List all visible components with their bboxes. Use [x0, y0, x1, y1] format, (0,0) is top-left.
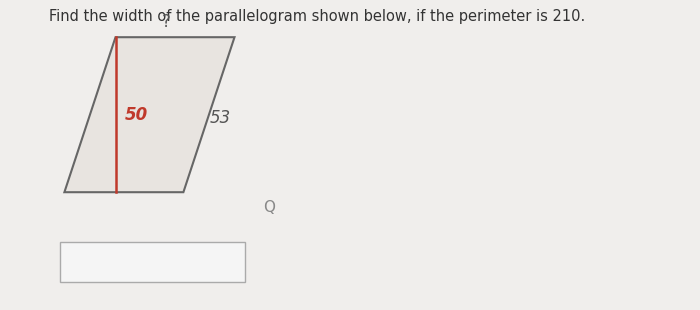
Text: 53: 53 [210, 109, 231, 127]
Text: ?: ? [162, 13, 171, 31]
Text: 50: 50 [125, 106, 148, 124]
Text: Find the width of the parallelogram shown below, if the perimeter is 210.: Find the width of the parallelogram show… [49, 9, 585, 24]
FancyBboxPatch shape [60, 242, 245, 282]
Polygon shape [64, 37, 235, 192]
Text: Q: Q [263, 200, 276, 215]
